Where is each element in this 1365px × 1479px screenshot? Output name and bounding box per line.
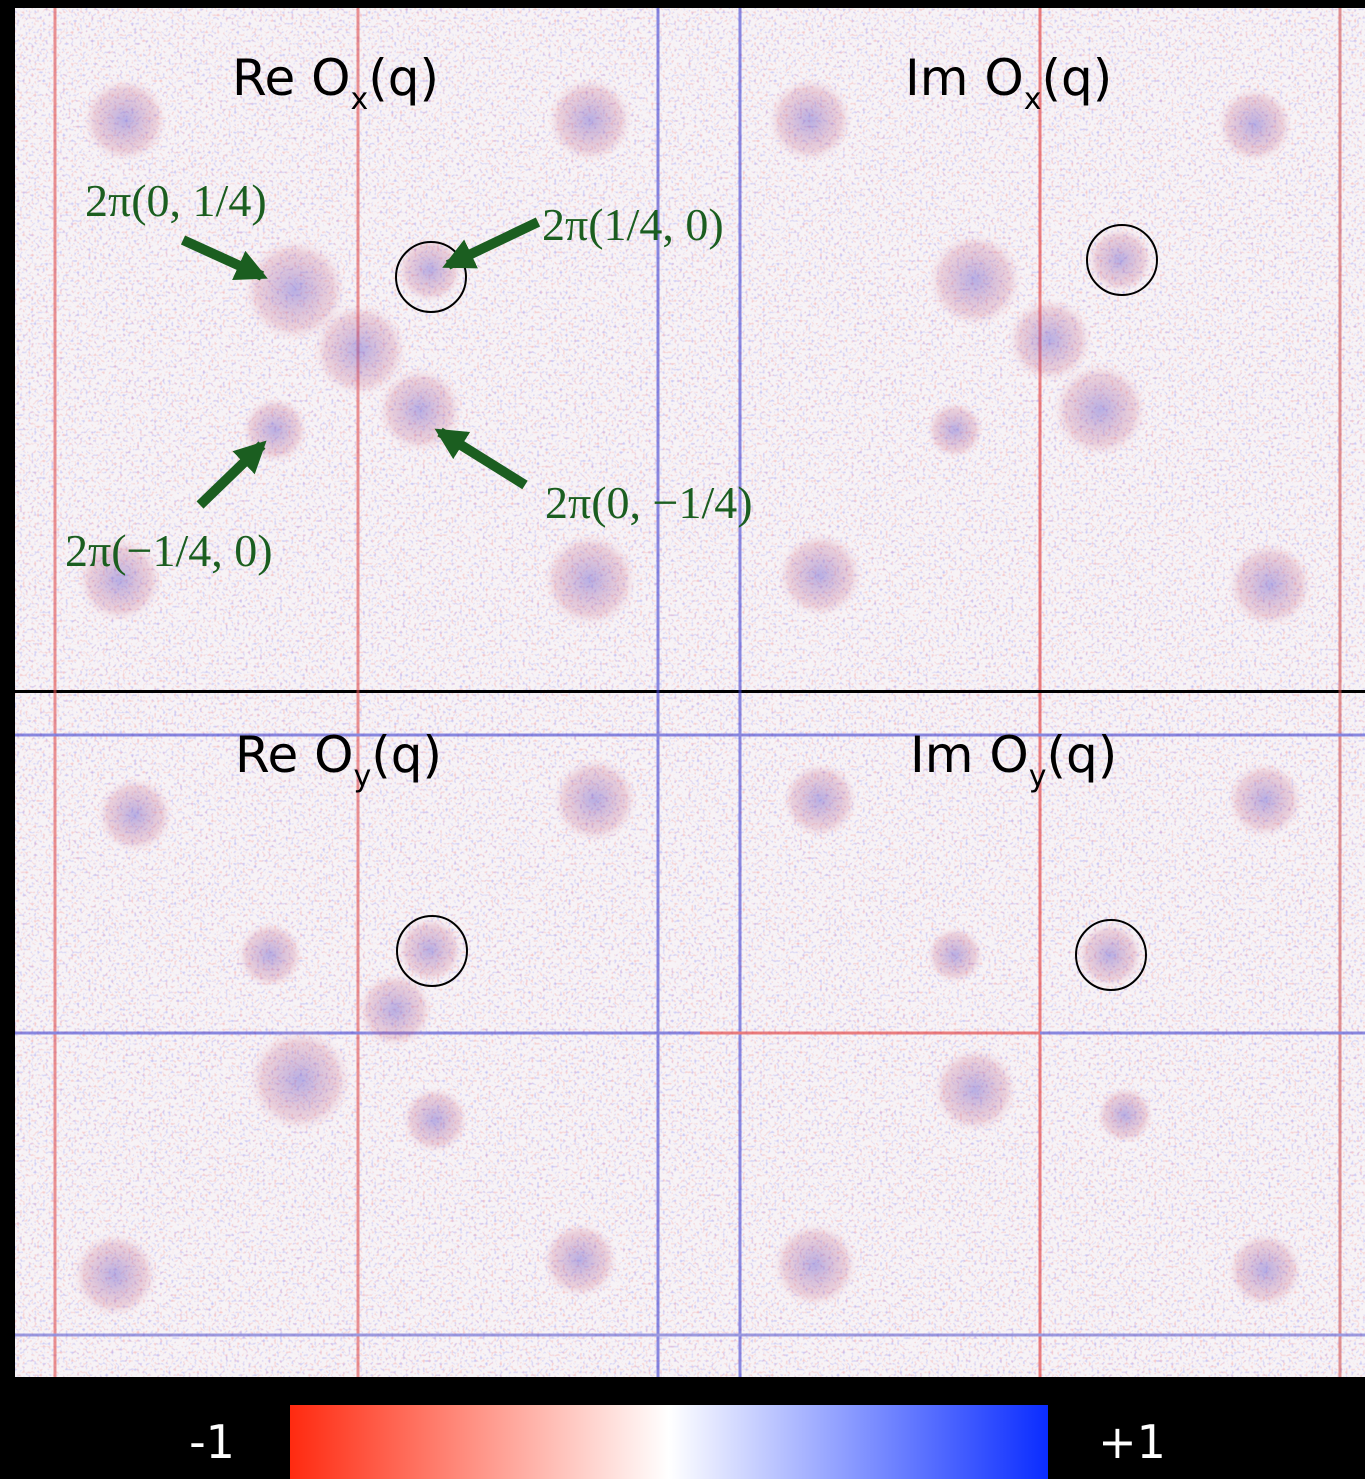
text-part: (q) bbox=[368, 49, 439, 107]
text-part: (q) bbox=[1046, 726, 1117, 784]
annotation: 2π(1/4, 0) bbox=[542, 199, 724, 250]
panel-title: Re Ox(q) bbox=[232, 49, 439, 117]
text-part: x bbox=[351, 82, 369, 117]
text-part: x bbox=[1024, 82, 1042, 117]
noise bbox=[15, 8, 1365, 690]
blobs bbox=[70, 75, 1315, 1320]
text-part: (q) bbox=[1041, 49, 1112, 107]
text-part: Re O bbox=[235, 726, 354, 784]
text-part: Im O bbox=[905, 49, 1024, 107]
colorbar-max: +1 bbox=[1098, 1415, 1166, 1469]
text-part: Im O bbox=[910, 726, 1029, 784]
annotation: 2π(0, 1/4) bbox=[85, 175, 267, 226]
text-part: (q) bbox=[371, 726, 442, 784]
panel-title: Re Oy(q) bbox=[235, 726, 442, 794]
annotation: 2π(0, −1/4) bbox=[545, 477, 753, 528]
maps bbox=[15, 8, 1365, 1377]
text-part: Re O bbox=[232, 49, 351, 107]
colorbar-min: -1 bbox=[189, 1415, 235, 1469]
panel-title: Im Oy(q) bbox=[910, 726, 1117, 794]
text-part: y bbox=[1029, 759, 1047, 794]
arrows bbox=[180, 217, 541, 509]
noise bbox=[15, 693, 1365, 1377]
circles bbox=[395, 224, 1158, 991]
annotation: 2π(−1/4, 0) bbox=[65, 525, 273, 576]
colorbar bbox=[290, 1405, 1048, 1479]
panel-title: Im Ox(q) bbox=[905, 49, 1112, 117]
text-part: y bbox=[354, 759, 372, 794]
